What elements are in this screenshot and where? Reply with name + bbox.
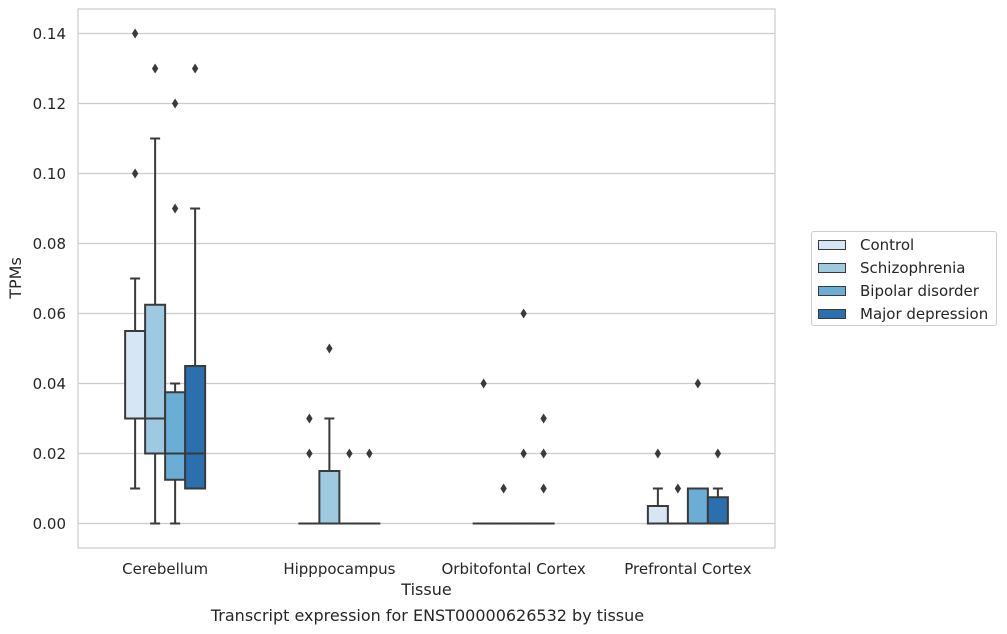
figure-caption: Transcript expression for ENST0000062653… <box>210 606 645 625</box>
legend-label: Schizophrenia <box>860 259 966 277</box>
legend-item-major-depression: Major depression <box>818 304 988 324</box>
outlier-point <box>131 168 139 179</box>
box-group <box>666 483 689 525</box>
outlier-point <box>131 28 139 39</box>
outlier-point <box>540 413 547 424</box>
legend-item-bipolar-disorder: Bipolar disorder <box>818 281 979 301</box>
box-group <box>646 448 669 525</box>
box <box>184 365 207 490</box>
outlier-point <box>346 448 353 459</box>
box <box>646 505 669 525</box>
y-tick-label: 0.08 <box>33 235 66 253</box>
outlier-point <box>306 413 313 424</box>
outlier-point <box>366 448 373 459</box>
box <box>706 496 729 525</box>
box <box>686 487 709 525</box>
x-tick-label: Orbitofontal Cortex <box>442 560 586 578</box>
x-tick-label: Prefrontal Cortex <box>624 560 751 578</box>
legend-swatch-schizophrenia <box>818 263 846 273</box>
box <box>318 470 341 525</box>
box-group <box>686 378 709 525</box>
box-group <box>358 448 381 525</box>
outlier-point <box>694 378 702 389</box>
box-group <box>144 63 167 525</box>
outlier-point <box>500 483 507 494</box>
box <box>144 303 167 455</box>
box-group <box>512 308 535 525</box>
box-group <box>472 378 495 525</box>
y-tick-label: 0.10 <box>33 165 66 183</box>
y-tick-label: 0.00 <box>33 515 66 533</box>
y-tick-label: 0.06 <box>33 305 66 323</box>
legend-swatch-bipolar-disorder <box>818 286 846 296</box>
box-group <box>298 413 321 525</box>
x-tick-label: Hipppocampus <box>283 560 395 578</box>
legend-item-control: Control <box>818 235 914 255</box>
box-group <box>124 28 147 490</box>
box-group <box>184 63 207 490</box>
outlier-point <box>520 308 527 319</box>
legend-swatch-major-depression <box>818 309 846 319</box>
y-tick-labels: 0.00 0.02 0.04 0.06 0.08 0.10 0.12 0.14 <box>33 25 66 533</box>
box <box>164 391 187 481</box>
outlier-point <box>171 98 179 109</box>
y-tick-label: 0.12 <box>33 95 66 113</box>
outlier-point <box>714 448 722 459</box>
outlier-point <box>654 448 662 459</box>
outlier-point <box>480 378 487 389</box>
y-tick-label: 0.14 <box>33 25 66 43</box>
box-group <box>532 413 555 525</box>
plot-frame <box>77 8 776 549</box>
legend-item-schizophrenia: Schizophrenia <box>818 258 965 278</box>
y-tick-label: 0.04 <box>33 375 66 393</box>
outlier-point <box>520 448 527 459</box>
x-tick-labels: Cerebellum Hipppocampus Orbitofontal Corte… <box>122 560 751 578</box>
x-tick-label: Cerebellum <box>122 560 208 578</box>
outlier-point <box>191 63 199 74</box>
outlier-point <box>151 63 159 74</box>
legend-swatch-control <box>818 240 846 250</box>
y-axis-label: TPMs <box>6 257 25 300</box>
legend-label: Bipolar disorder <box>860 282 979 300</box>
legend-label: Major depression <box>860 305 989 323</box>
outlier-point <box>540 483 547 494</box>
boxes <box>124 28 729 525</box>
outlier-point <box>540 448 547 459</box>
outlier-point <box>326 343 333 354</box>
box-group <box>706 448 729 525</box>
box-group <box>492 483 515 525</box>
legend: Control Schizophrenia Bipolar disorder M… <box>811 231 997 326</box>
legend-label: Control <box>860 236 915 254</box>
box <box>124 330 147 420</box>
box-group <box>164 98 187 525</box>
box-group <box>318 343 341 525</box>
outlier-point <box>674 483 682 494</box>
outlier-point <box>306 448 313 459</box>
y-tick-label: 0.02 <box>33 445 66 463</box>
x-axis-label: Tissue <box>400 580 451 599</box>
box-group <box>338 448 361 525</box>
outlier-point <box>171 203 179 214</box>
